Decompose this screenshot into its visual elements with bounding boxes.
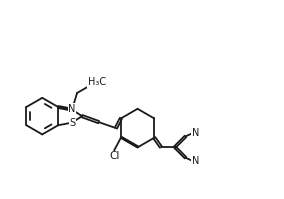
Text: H₃C: H₃C bbox=[88, 77, 106, 87]
Text: N: N bbox=[192, 128, 199, 138]
Text: N: N bbox=[192, 156, 199, 166]
Text: N: N bbox=[68, 104, 76, 114]
Text: Cl: Cl bbox=[109, 151, 119, 161]
Text: S: S bbox=[69, 118, 75, 128]
